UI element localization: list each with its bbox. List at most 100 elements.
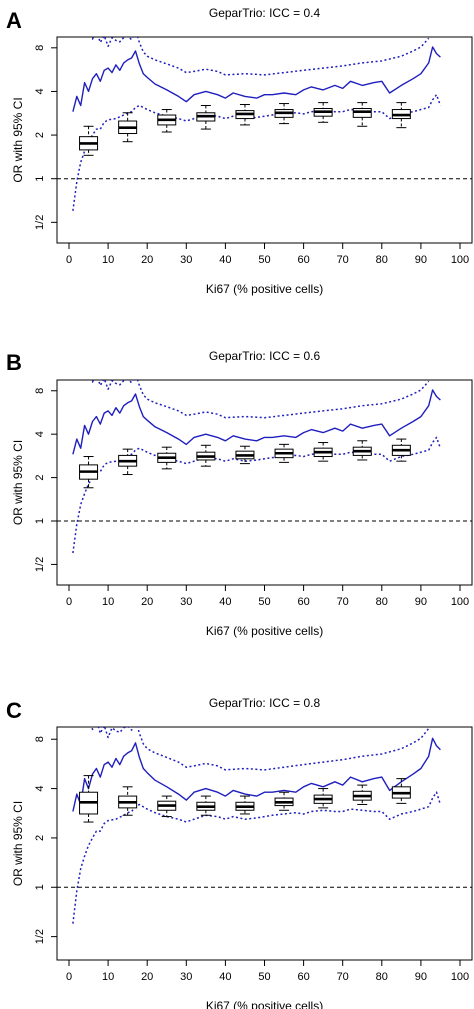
plot-area — [57, 727, 472, 924]
x-tick-label: 40 — [219, 596, 231, 608]
boxplot — [391, 438, 411, 462]
series-upper-ci — [90, 380, 430, 419]
x-tick-label: 100 — [451, 254, 469, 266]
series-estimate — [72, 737, 441, 812]
y-tick-label: 2 — [34, 835, 46, 841]
x-tick-label: 30 — [180, 254, 192, 266]
boxplot — [274, 791, 294, 811]
x-tick-label: 90 — [415, 596, 427, 608]
x-tick-label: 100 — [451, 596, 469, 608]
boxplot — [313, 788, 333, 809]
y-tick-label: 4 — [34, 786, 46, 792]
boxplot — [391, 778, 411, 804]
plot-frame — [56, 36, 473, 244]
chart-title: GeparTrio: ICC = 0.4 — [209, 6, 321, 20]
series-lower-ci — [72, 93, 442, 211]
x-tick-label: 70 — [337, 596, 349, 608]
x-tick-label: 30 — [180, 971, 192, 983]
x-tick-label: 80 — [376, 596, 388, 608]
boxplot — [157, 795, 177, 818]
y-tick-label: 4 — [34, 88, 46, 94]
chart-panel-c: C GeparTrio: ICC = 0.8 0 10 20 30 40 50 60 70 80 90… — [6, 696, 473, 1009]
boxplot — [274, 443, 294, 463]
boxplot — [196, 795, 216, 816]
y-tick-label: 8 — [34, 388, 46, 394]
boxplot — [391, 102, 411, 129]
y-tick-label: 8 — [34, 736, 46, 742]
plot-frame — [56, 379, 473, 586]
x-tick-label: 50 — [258, 254, 270, 266]
boxplot — [274, 103, 294, 125]
boxplot — [313, 102, 333, 123]
boxplot — [352, 102, 372, 127]
x-tick-label: 0 — [66, 971, 72, 983]
boxplot — [235, 104, 255, 126]
y-tick-label: 1 — [34, 884, 46, 890]
boxplot — [118, 112, 138, 143]
x-tick-label: 0 — [66, 254, 72, 266]
y-tick-label: 1/2 — [34, 215, 46, 230]
x-tick-label: 30 — [180, 596, 192, 608]
y-tick-label: 1/2 — [34, 557, 46, 572]
x-tick-label: 90 — [415, 254, 427, 266]
y-tick-label: 2 — [34, 132, 46, 138]
x-tick-label: 90 — [415, 971, 427, 983]
panel-label: C — [6, 698, 22, 723]
plot-area — [57, 37, 472, 211]
x-axis-label: Ki67 (% positive cells) — [206, 282, 323, 296]
plot-area — [57, 380, 472, 554]
x-axis-label: Ki67 (% positive cells) — [206, 999, 323, 1009]
y-axis-label: OR with 95% CI — [11, 97, 25, 182]
chart-panel-b: B GeparTrio: ICC = 0.6 0 10 20 30 40 50 60 70 80 90… — [6, 349, 473, 638]
boxplot — [79, 775, 99, 823]
panel-label: A — [6, 8, 22, 33]
x-tick-label: 20 — [141, 971, 153, 983]
y-tick-label: 1 — [34, 518, 46, 524]
series-upper-ci — [90, 37, 430, 76]
x-axis-label: Ki67 (% positive cells) — [206, 624, 323, 638]
x-tick-label: 40 — [219, 254, 231, 266]
boxplot — [157, 446, 177, 470]
boxplot — [196, 104, 216, 130]
x-tick-label: 60 — [297, 596, 309, 608]
y-tick-label: 2 — [34, 475, 46, 481]
y-axis-label: OR with 95% CI — [11, 440, 25, 525]
boxplot — [235, 795, 255, 815]
boxplot — [79, 125, 99, 156]
series-upper-ci — [90, 727, 430, 771]
boxplot — [79, 456, 99, 489]
x-tick-label: 10 — [102, 596, 114, 608]
y-tick-label: 4 — [34, 431, 46, 437]
boxplot — [196, 444, 216, 467]
x-tick-label: 60 — [297, 971, 309, 983]
x-tick-label: 80 — [376, 254, 388, 266]
chart-title: GeparTrio: ICC = 0.8 — [209, 696, 321, 710]
x-tick-label: 50 — [258, 596, 270, 608]
series-estimate — [72, 389, 441, 455]
x-tick-label: 80 — [376, 971, 388, 983]
plot-frame — [56, 726, 473, 961]
boxplot — [352, 440, 372, 461]
boxplot — [313, 442, 333, 462]
x-tick-label: 20 — [141, 596, 153, 608]
boxplot — [118, 786, 138, 816]
x-tick-label: 10 — [102, 971, 114, 983]
x-tick-label: 0 — [66, 596, 72, 608]
boxplot — [352, 784, 372, 805]
x-tick-label: 10 — [102, 254, 114, 266]
series-estimate — [72, 46, 441, 112]
x-tick-label: 70 — [337, 971, 349, 983]
x-tick-label: 50 — [258, 971, 270, 983]
x-tick-label: 40 — [219, 971, 231, 983]
x-tick-label: 70 — [337, 254, 349, 266]
y-axis-label: OR with 95% CI — [11, 801, 25, 886]
y-tick-label: 8 — [34, 45, 46, 51]
chart-panel-a: A GeparTrio: ICC = 0.4 0 10 20 30 40 50 60 70 80 90… — [6, 6, 473, 296]
y-tick-label: 1/2 — [34, 929, 46, 944]
x-tick-label: 20 — [141, 254, 153, 266]
boxplot — [157, 109, 177, 133]
boxplot — [235, 445, 255, 465]
series-lower-ci — [72, 791, 442, 924]
x-tick-label: 100 — [451, 971, 469, 983]
boxplot — [118, 448, 138, 476]
